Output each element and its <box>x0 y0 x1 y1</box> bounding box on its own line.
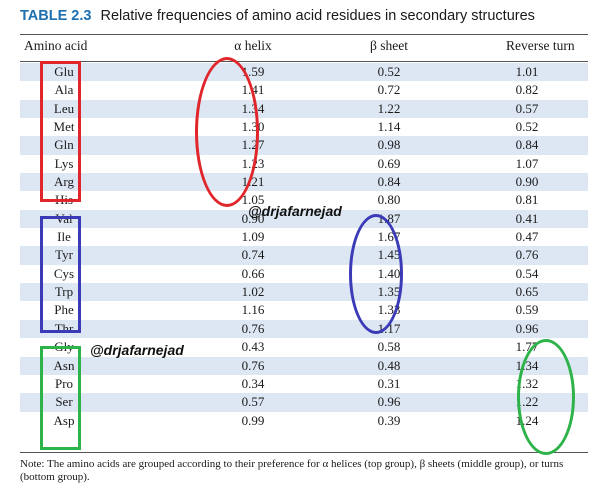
cell-amino-acid: Lys <box>54 155 74 171</box>
helix-residues-box <box>40 61 81 202</box>
table-row: Trp 1.02 1.35 0.65 <box>20 283 588 302</box>
cell-amino-acid: Ala <box>54 82 74 98</box>
table-body: Glu 1.59 0.52 1.01 Ala 1.41 0.72 0.82 Leu 1.34 1.2… <box>20 63 588 430</box>
cell-alpha-helix: 1.09 <box>241 229 265 245</box>
table-row: Met 1.30 1.14 0.52 <box>20 118 588 136</box>
table-caption: Relative frequencies of amino acid resid… <box>100 8 535 24</box>
table-row: Ala 1.41 0.72 0.82 <box>20 81 588 99</box>
cell-amino-acid: Leu <box>53 100 75 116</box>
watermark-middle: @drjafarnejad <box>90 342 184 358</box>
cell-amino-acid: Met <box>53 119 75 135</box>
cell-beta-sheet: 0.98 <box>377 137 401 153</box>
table-row: Glu 1.59 0.52 1.01 <box>20 63 588 82</box>
cell-alpha-helix: 1.02 <box>241 284 265 300</box>
header-reverse-turn: Reverse turn <box>506 38 575 53</box>
cell-reverse-turn: 0.59 <box>515 302 539 318</box>
cell-alpha-helix: 0.57 <box>241 394 265 410</box>
cell-beta-sheet: 1.14 <box>377 119 401 135</box>
cell-reverse-turn: 1.01 <box>515 64 539 79</box>
helix-values-ellipse <box>195 57 259 207</box>
header-rule <box>20 61 588 62</box>
cell-alpha-helix: 1.16 <box>241 302 265 318</box>
cell-alpha-helix: 0.90 <box>241 210 265 226</box>
top-rule <box>20 34 588 35</box>
table-row: Ile 1.09 1.67 0.47 <box>20 228 588 246</box>
watermark-top: @drjafarnejad <box>248 203 342 219</box>
cell-alpha-helix: 0.74 <box>241 247 265 263</box>
cell-amino-acid: Ile <box>57 229 71 245</box>
cell-beta-sheet: 0.72 <box>377 82 401 98</box>
table-row: Leu 1.34 1.22 0.57 <box>20 99 588 119</box>
cell-beta-sheet: 0.84 <box>377 174 401 190</box>
cell-reverse-turn: 0.54 <box>515 265 539 281</box>
table-row: Asp 0.99 0.39 1.24 <box>20 412 588 430</box>
cell-beta-sheet: 0.52 <box>377 64 401 79</box>
table-row: Phe 1.16 1.33 0.59 <box>20 301 588 319</box>
table-title: TABLE 2.3 Relative frequencies of amino … <box>20 8 590 24</box>
cell-alpha-helix: 1.05 <box>241 192 265 208</box>
cell-amino-acid: Arg <box>54 174 74 190</box>
cell-amino-acid: Asn <box>53 357 75 373</box>
cell-alpha-helix: 0.34 <box>241 375 265 391</box>
turn-residues-box <box>40 346 81 450</box>
cell-alpha-helix: 0.43 <box>241 339 265 355</box>
cell-beta-sheet: 0.48 <box>377 357 401 373</box>
cell-amino-acid: Cys <box>53 265 75 281</box>
table-header: Amino acid α helix β sheet Reverse turn <box>20 38 588 60</box>
cell-alpha-helix: 0.66 <box>241 265 265 281</box>
cell-beta-sheet: 0.96 <box>377 394 401 410</box>
cell-amino-acid: Asp <box>53 412 75 428</box>
cell-reverse-turn: 0.57 <box>515 100 539 116</box>
cell-reverse-turn: 0.90 <box>515 174 539 190</box>
bottom-rule <box>20 452 588 453</box>
cell-reverse-turn: 0.52 <box>515 119 539 135</box>
cell-amino-acid: Ser <box>55 394 73 410</box>
cell-reverse-turn: 0.76 <box>515 247 539 263</box>
sheet-residues-box <box>40 216 81 333</box>
cell-beta-sheet: 0.39 <box>377 412 401 428</box>
cell-alpha-helix: 0.99 <box>241 412 265 428</box>
table-row: Asn 0.76 0.48 1.34 <box>20 356 588 375</box>
table-note: Note: The amino acids are grouped accord… <box>20 458 564 483</box>
table-row: Gln 1.27 0.98 0.84 <box>20 136 588 155</box>
cell-beta-sheet: 0.69 <box>377 155 401 171</box>
header-amino-acid: Amino acid <box>24 38 88 53</box>
cell-reverse-turn: 0.65 <box>515 284 539 300</box>
cell-beta-sheet: 0.58 <box>377 339 401 355</box>
table-row: Lys 1.23 0.69 1.07 <box>20 155 588 173</box>
cell-alpha-helix: 0.76 <box>241 357 265 373</box>
cell-reverse-turn: 1.07 <box>515 155 539 171</box>
cell-reverse-turn: 0.84 <box>515 137 539 153</box>
cell-reverse-turn: 0.96 <box>515 320 539 336</box>
header-alpha-helix: α helix <box>234 38 272 53</box>
cell-amino-acid: Pro <box>54 375 74 391</box>
cell-reverse-turn: 0.82 <box>515 82 539 98</box>
turn-values-ellipse <box>517 339 575 455</box>
cell-amino-acid: Glu <box>54 64 74 79</box>
table-row: Val 0.90 1.87 0.41 <box>20 209 588 229</box>
table-row: Thr 0.76 1.17 0.96 <box>20 319 588 339</box>
cell-amino-acid: Tyr <box>55 247 73 263</box>
table-label: TABLE 2.3 <box>20 8 92 24</box>
cell-amino-acid: Trp <box>54 284 74 300</box>
table-row: Ser 0.57 0.96 1.22 <box>20 393 588 412</box>
cell-alpha-helix: 0.76 <box>241 320 265 336</box>
table-row: Tyr 0.74 1.45 0.76 <box>20 246 588 265</box>
sheet-values-ellipse <box>349 214 403 334</box>
cell-reverse-turn: 0.81 <box>515 192 539 208</box>
cell-amino-acid: Gln <box>54 137 74 153</box>
header-beta-sheet: β sheet <box>370 38 408 53</box>
cell-amino-acid: Phe <box>54 302 74 318</box>
cell-beta-sheet: 0.80 <box>377 192 401 208</box>
cell-reverse-turn: 0.47 <box>515 229 539 245</box>
table-row: His 1.05 0.80 0.81 <box>20 191 588 209</box>
table-row: Cys 0.66 1.40 0.54 <box>20 265 588 283</box>
cell-beta-sheet: 0.31 <box>377 375 401 391</box>
cell-reverse-turn: 0.41 <box>515 210 539 226</box>
table-row: Arg 1.21 0.84 0.90 <box>20 173 588 192</box>
table-row: Pro 0.34 0.31 1.32 <box>20 375 588 393</box>
cell-beta-sheet: 1.22 <box>377 100 401 116</box>
